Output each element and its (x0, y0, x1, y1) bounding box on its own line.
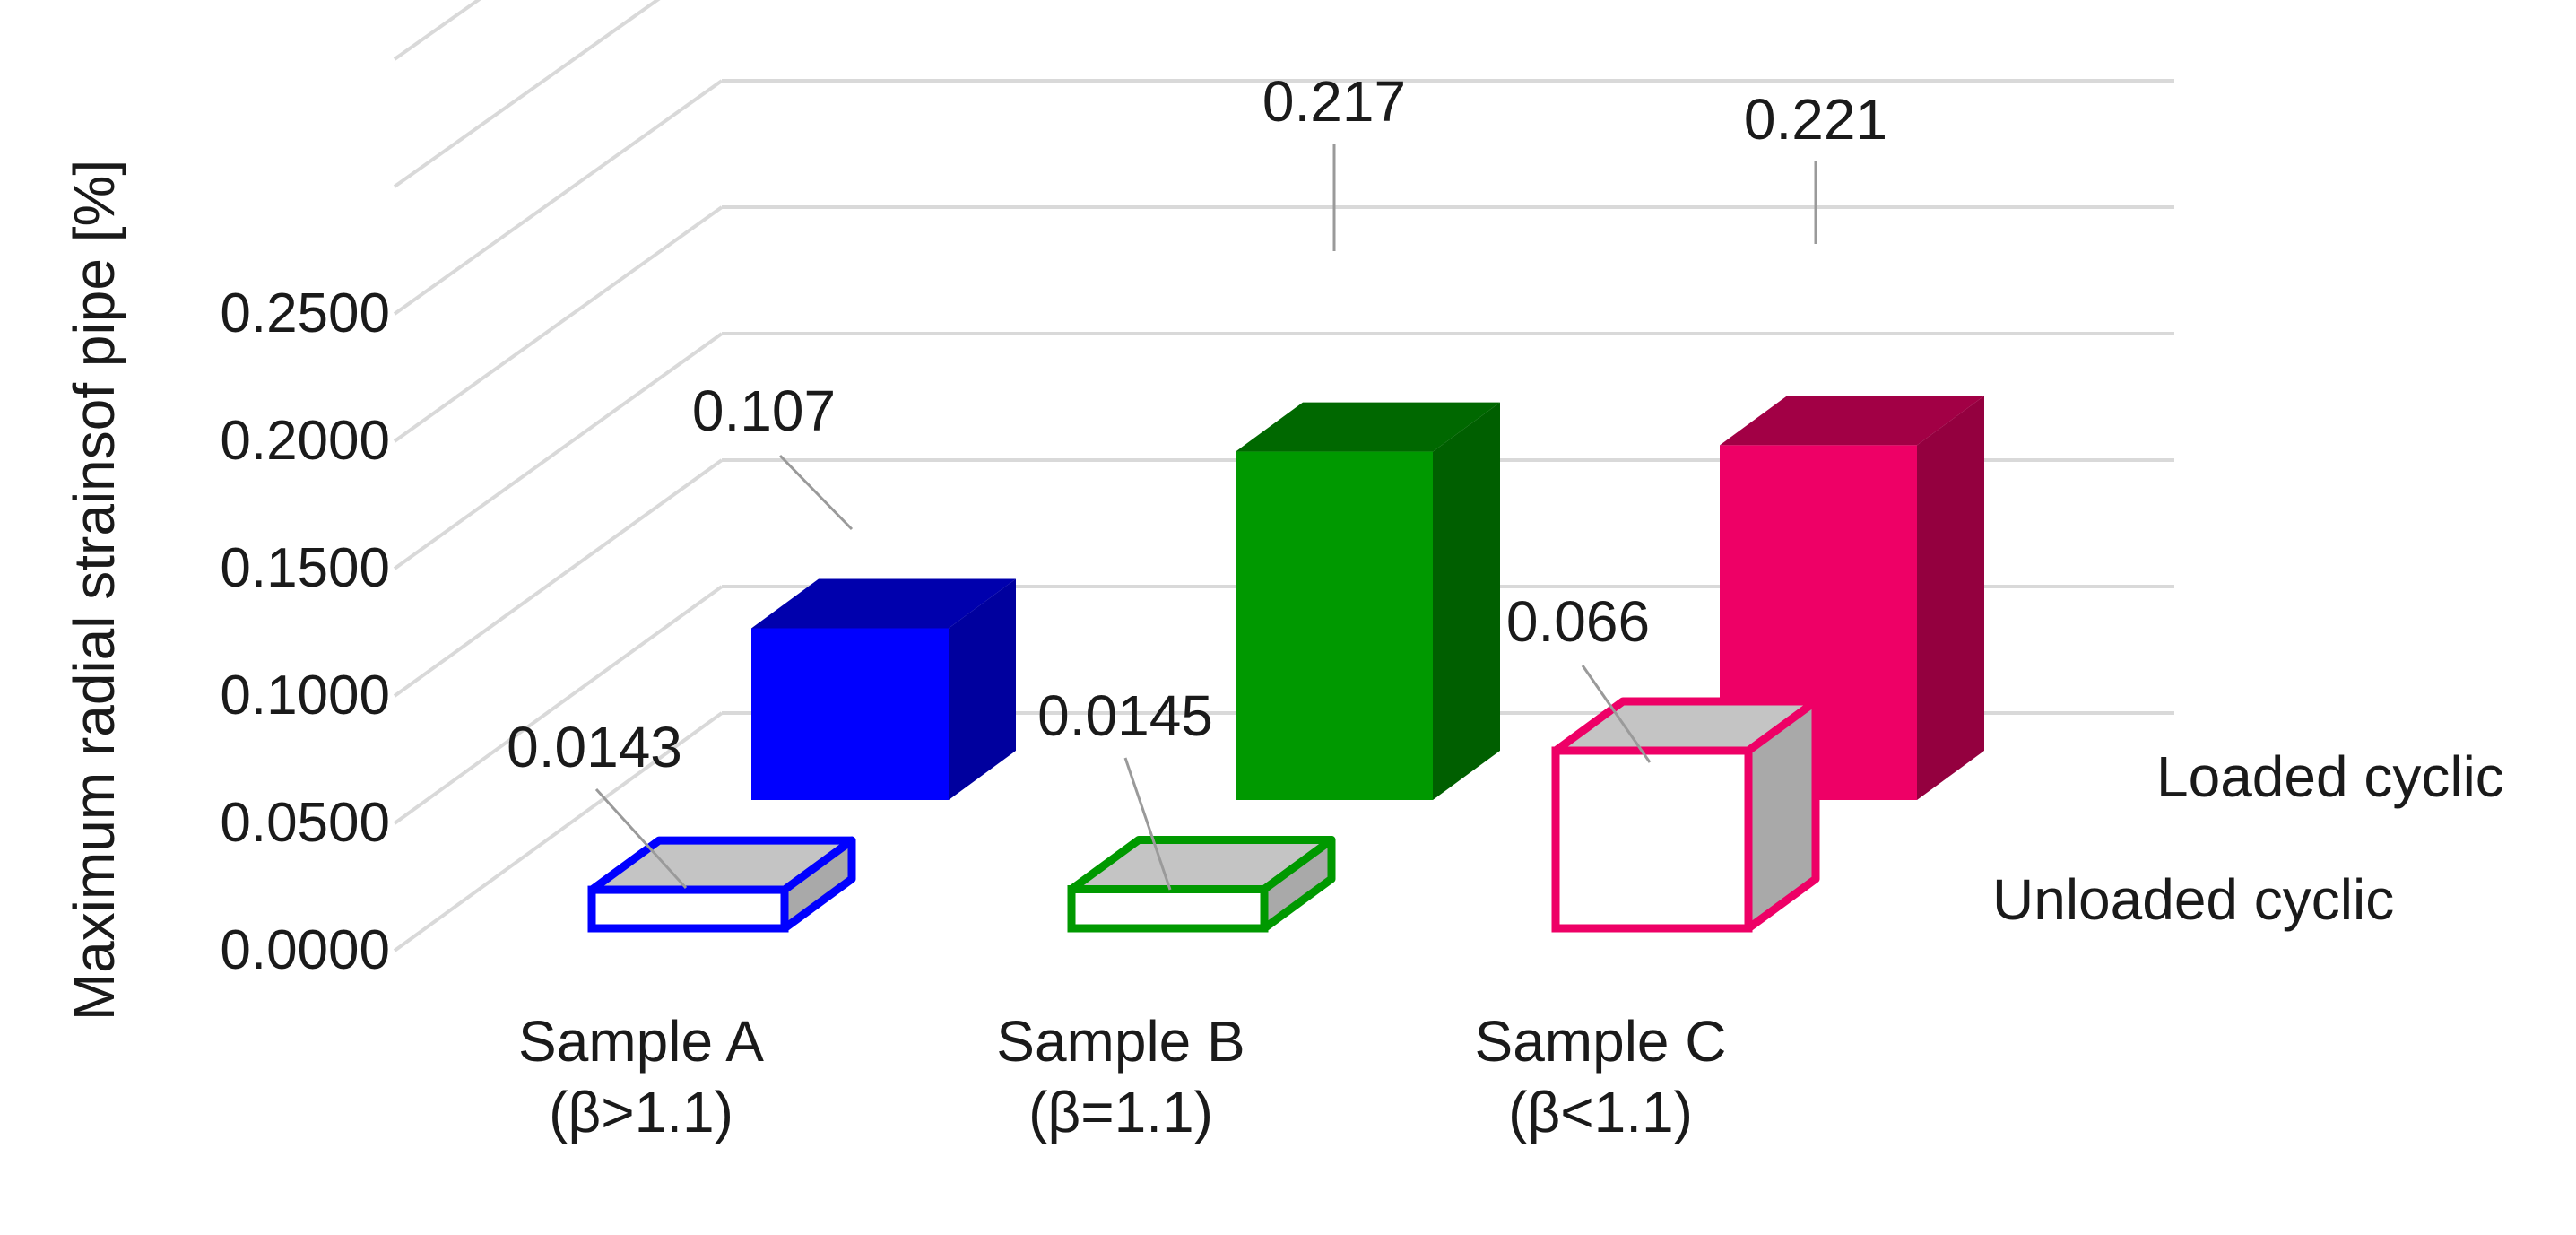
y-tick-label: 0.2500 (220, 283, 390, 344)
bar-unloaded (1067, 836, 1336, 933)
data-label-loaded: 0.217 (1262, 69, 1406, 134)
series-label-unloaded: Unloaded cyclic (1992, 867, 2394, 932)
leader-line (1581, 665, 1652, 763)
bar-unloaded (587, 836, 856, 933)
bar-top-face (1236, 402, 1500, 452)
y-axis-title: Maximum radial strainsof pipe [%] (62, 160, 126, 1021)
data-label-loaded: 0.107 (692, 378, 836, 443)
bar-top-face (1720, 396, 1984, 446)
bar-loaded (751, 578, 1016, 800)
bar-front-face (1067, 885, 1269, 933)
series-labels: Loaded cyclic Unloaded cyclic (1992, 744, 2504, 932)
gridline-diagonal (393, 0, 481, 61)
bar-side-face (1917, 396, 1984, 800)
bar-front-face (587, 885, 789, 933)
bar-loaded (1236, 402, 1500, 800)
y-tick-label: 0.0500 (220, 792, 390, 854)
category-label: Sample B (996, 1009, 1245, 1074)
category-label: Sample A (518, 1009, 764, 1074)
leader-line (778, 454, 854, 531)
leader-line (1123, 757, 1172, 891)
gridline-diagonal (393, 711, 724, 952)
bar-side-face (949, 578, 1016, 800)
bar-unloaded (1551, 697, 1820, 933)
bar-top-face (751, 578, 1016, 629)
bar-front-face (1236, 451, 1433, 800)
gridline-diagonal (393, 205, 724, 443)
gridline-diagonal (393, 79, 724, 316)
y-tick-label: 0.1500 (220, 537, 390, 599)
gridline-diagonal (393, 0, 661, 188)
data-labels: 0.107 0.217 0.221 0.0143 0.0145 0.066 (507, 69, 1887, 891)
data-label-loaded: 0.221 (1744, 87, 1887, 152)
bar-front-face (751, 628, 949, 800)
category-labels: Sample A(β>1.1) Sample B(β=1.1) Sample C(β… (518, 1009, 1726, 1144)
data-label-unloaded: 0.0145 (1037, 683, 1213, 748)
gridline-diagonal (393, 585, 724, 825)
leader-line (594, 787, 688, 890)
category-label-sub: (β<1.1) (1508, 1080, 1693, 1144)
y-tick-label: 0.0000 (220, 919, 390, 981)
bars (587, 396, 1984, 933)
y-tick-label: 0.2000 (220, 410, 390, 472)
gridline-diagonal (393, 332, 724, 570)
bar-front-face (1551, 746, 1753, 933)
gridline-diagonal (393, 458, 724, 698)
category-label-sub: (β>1.1) (549, 1080, 733, 1144)
series-label-loaded: Loaded cyclic (2156, 744, 2504, 809)
data-label-unloaded: 0.066 (1506, 589, 1650, 654)
category-label: Sample C (1475, 1009, 1727, 1074)
data-label-unloaded: 0.0143 (507, 715, 682, 779)
bar-side-face (1433, 402, 1500, 800)
y-tick-labels: 0.0000 0.0500 0.1000 0.1500 0.2000 0.2500 (220, 283, 390, 981)
y-tick-label: 0.1000 (220, 665, 390, 726)
category-label-sub: (β=1.1) (1028, 1080, 1213, 1144)
